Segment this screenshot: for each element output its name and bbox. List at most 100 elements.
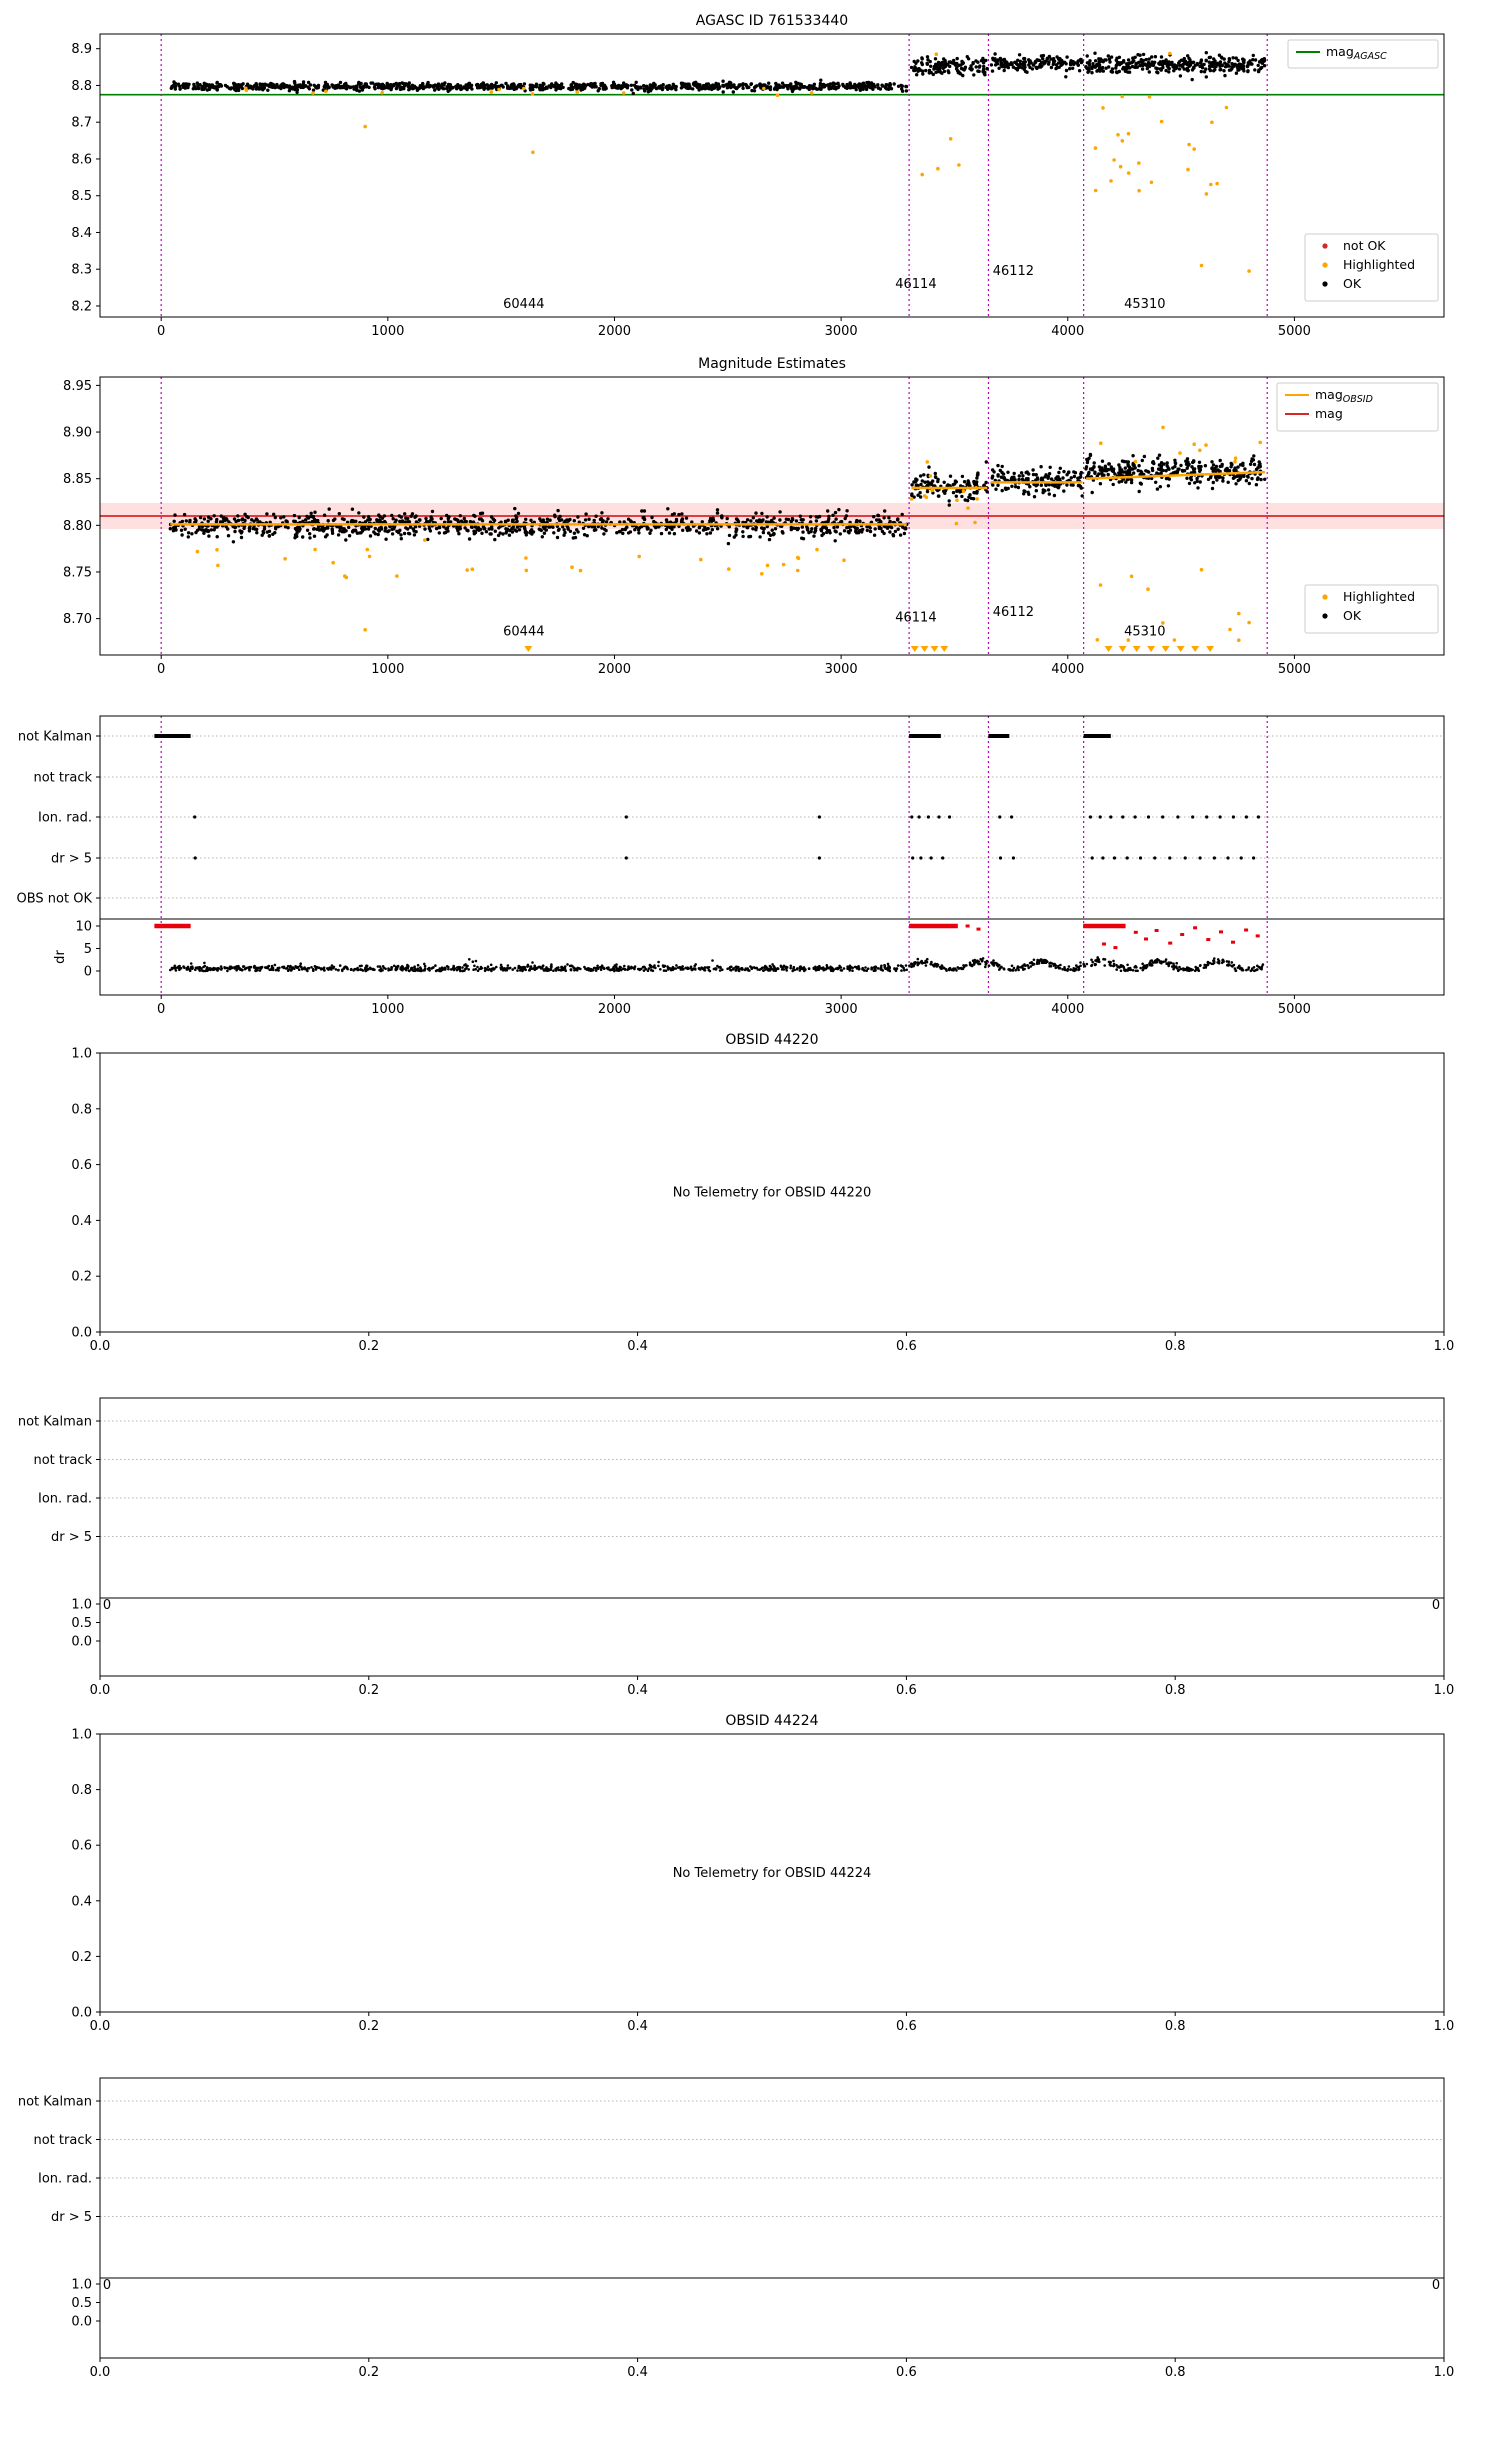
x-tick-label: 4000	[1051, 324, 1084, 339]
dr-not-ok-points	[965, 924, 1260, 950]
y-tick-label: 1.0	[71, 1047, 92, 1062]
x-tick-label: 1000	[371, 1002, 404, 1017]
clipped-point-triangle	[1132, 646, 1141, 652]
flag-row-label: Ion. rad.	[38, 2172, 92, 2187]
x-tick-label: 1.0	[1434, 2019, 1455, 2034]
y-tick-label: 0.8	[71, 1783, 92, 1798]
y-tick-label: 0.0	[71, 2006, 92, 2021]
legend: magAGASC	[1287, 39, 1439, 69]
axes-box	[99, 1052, 1445, 1333]
x-tick-label: 0.2	[358, 2019, 379, 2034]
flag-row-label: dr > 5	[51, 852, 92, 867]
x-tick-label: 5000	[1278, 662, 1311, 677]
axes-box	[99, 1733, 1445, 2013]
y-tick-label: 8.8	[71, 79, 92, 94]
dr-scatter	[169, 956, 1265, 973]
flag-row-label: OBS not OK	[17, 892, 93, 907]
y-tick-label: 8.70	[63, 612, 92, 627]
x-tick-label: 3000	[825, 324, 858, 339]
dr-tick-label: 0.0	[71, 1635, 92, 1650]
plot-flags-44220: not Kalman not track Ion. rad. dr > 5 1.0 0.5…	[18, 1397, 1455, 1698]
dr-tick-label: 0	[84, 965, 92, 980]
dr-tick-label: 10	[75, 920, 92, 935]
x-tick-label: 0.4	[627, 2365, 648, 2380]
x-tick-label: 0.6	[896, 1683, 917, 1698]
x-tick-label: 0	[157, 1002, 165, 1017]
flag-row-label: dr > 5	[51, 1530, 92, 1545]
x-tick-label: 4000	[1051, 662, 1084, 677]
x-tick-label: 5000	[1278, 1002, 1311, 1017]
x-tick-label: 0.8	[1165, 2019, 1186, 2034]
legend-dot-sample	[1322, 594, 1328, 600]
x-tick-label: 1000	[371, 662, 404, 677]
x-tick-label: 0.8	[1165, 1339, 1186, 1354]
clipped-point-triangle	[910, 646, 919, 652]
obsid-annotation: 60444	[503, 297, 544, 312]
x-tick-label: 0.4	[627, 1339, 648, 1354]
y-tick-label: 0.6	[71, 1839, 92, 1854]
dr-tick-label: 1.0	[71, 2278, 92, 2293]
legend-dot-sample	[1322, 613, 1328, 619]
x-tick-label: 4000	[1051, 1002, 1084, 1017]
y-tick-label: 0.6	[71, 1158, 92, 1173]
x-tick-label: 3000	[825, 662, 858, 677]
x-tick-label: 0.8	[1165, 1683, 1186, 1698]
x-tick-label: 1.0	[1434, 1683, 1455, 1698]
x-tick-label: 2000	[598, 324, 631, 339]
ok-scatter	[168, 452, 1267, 546]
plot-title: AGASC ID 761533440	[696, 13, 848, 29]
y-tick-label: 1.0	[71, 1728, 92, 1743]
obsid-annotation: 60444	[503, 625, 544, 640]
legend-label: OK	[1343, 276, 1362, 291]
clipped-point-triangle	[1147, 646, 1156, 652]
legend: Highlighted OK	[1304, 584, 1439, 634]
x-tick-label: 0.0	[90, 2019, 111, 2034]
y-tick-label: 8.6	[71, 152, 92, 167]
x-tick-label: 2000	[598, 1002, 631, 1017]
flag-row-label: dr > 5	[51, 2210, 92, 2225]
dr-tick-label: 0.0	[71, 2315, 92, 2330]
flag-row-label: Ion. rad.	[38, 1492, 92, 1507]
y-tick-label: 8.80	[63, 519, 92, 534]
x-tick-label: 0.2	[358, 1339, 379, 1354]
no-telemetry-text: No Telemetry for OBSID 44224	[673, 1866, 872, 1881]
clipped-point-triangle	[930, 646, 939, 652]
clipped-point-triangle	[1191, 646, 1200, 652]
dr-tick-label: 0.5	[71, 1616, 92, 1631]
flag-row-label: not Kalman	[18, 1415, 92, 1430]
legend-dot-sample	[1322, 262, 1328, 268]
y-tick-label: 0.4	[71, 1214, 92, 1229]
x-tick-label: 2000	[598, 662, 631, 677]
flag-row-label: Ion. rad.	[38, 811, 92, 826]
legend-label: Highlighted	[1343, 589, 1415, 604]
obsid-annotation: 46112	[993, 605, 1034, 620]
y-tick-label: 8.9	[71, 42, 92, 57]
y-tick-label: 8.95	[63, 379, 92, 394]
y-tick-label: 8.75	[63, 565, 92, 580]
x-tick-label: 1000	[371, 324, 404, 339]
x-tick-label: 0.0	[90, 1339, 111, 1354]
plot-title: Magnitude Estimates	[698, 356, 846, 372]
plot-agasc-mag: 60444 46114 46112 45310 0 1000 2000 3000 4000 500…	[71, 13, 1445, 339]
x-tick-label: 0.2	[358, 2365, 379, 2380]
axes-box	[99, 376, 1445, 656]
obsid-annotation: 46114	[895, 611, 936, 626]
mag-obsid-line	[1085, 470, 1265, 480]
clipped-point-triangle	[1206, 646, 1215, 652]
flag-row-label: not track	[33, 771, 92, 786]
x-tick-label: 0	[157, 324, 165, 339]
flag-row-label: not Kalman	[18, 2095, 92, 2110]
axes-box	[99, 1397, 1445, 1677]
clipped-point-triangle	[524, 646, 533, 652]
clipped-point-triangle	[920, 646, 929, 652]
x-tick-label: 0	[157, 662, 165, 677]
dr-tick-label: 0.5	[71, 2296, 92, 2311]
no-telemetry-text: No Telemetry for OBSID 44220	[673, 1186, 872, 1201]
flag-row-label: not track	[33, 2133, 92, 2148]
obsid-annotation: 46112	[993, 264, 1034, 279]
y-tick-label: 8.85	[63, 472, 92, 487]
axes-box	[99, 2077, 1445, 2359]
